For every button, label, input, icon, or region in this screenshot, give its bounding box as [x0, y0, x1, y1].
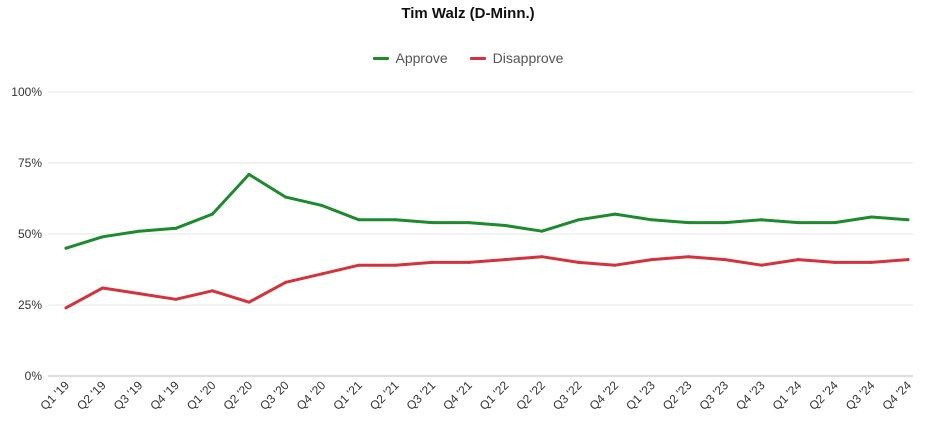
x-tick-label: Q1 '20 — [184, 378, 219, 413]
x-tick-label: Q4 '22 — [587, 378, 622, 413]
data-point-approve — [906, 218, 910, 222]
x-tick-label: Q2 '23 — [660, 378, 695, 413]
legend-label-disapprove: Disapprove — [492, 50, 564, 66]
data-point-disapprove — [906, 258, 910, 262]
x-tick-label: Q3 '20 — [257, 378, 292, 413]
x-tick-label: Q1 '24 — [770, 378, 805, 413]
data-point-disapprove — [833, 260, 837, 264]
data-point-disapprove — [430, 260, 434, 264]
data-point-disapprove — [284, 280, 288, 284]
x-tick-label: Q3 '24 — [843, 378, 878, 413]
legend-swatch-approve — [372, 56, 389, 60]
data-point-disapprove — [357, 263, 361, 267]
data-point-disapprove — [869, 260, 873, 264]
x-tick-label: Q3 '19 — [111, 378, 146, 413]
data-point-approve — [467, 221, 471, 225]
legend-swatch-disapprove — [469, 56, 486, 60]
data-point-approve — [247, 172, 251, 176]
data-point-disapprove — [101, 286, 105, 290]
x-tick-label: Q4 '20 — [294, 378, 329, 413]
data-point-disapprove — [174, 297, 178, 301]
y-tick-label: 75% — [18, 156, 42, 170]
data-point-disapprove — [503, 258, 507, 262]
data-point-approve — [174, 226, 178, 230]
data-point-approve — [723, 221, 727, 225]
data-point-approve — [796, 221, 800, 225]
data-point-approve — [284, 195, 288, 199]
data-point-disapprove — [247, 300, 251, 304]
x-tick-label: Q3 '22 — [550, 378, 585, 413]
data-point-disapprove — [796, 258, 800, 262]
data-point-approve — [320, 204, 324, 208]
x-tick-label: Q2 '20 — [221, 378, 256, 413]
x-tick-label: Q4 '24 — [879, 378, 914, 413]
x-tick-label: Q3 '23 — [696, 378, 731, 413]
series-line-approve — [64, 172, 910, 250]
x-tick-label: Q3 '21 — [404, 378, 439, 413]
data-point-disapprove — [320, 272, 324, 276]
data-point-approve — [760, 218, 764, 222]
data-point-approve — [393, 218, 397, 222]
data-point-approve — [833, 221, 837, 225]
data-point-disapprove — [723, 258, 727, 262]
y-tick-label: 25% — [18, 298, 42, 312]
data-point-disapprove — [613, 263, 617, 267]
data-point-disapprove — [650, 258, 654, 262]
data-point-disapprove — [137, 292, 141, 296]
x-tick-label: Q2 '19 — [74, 378, 109, 413]
data-point-approve — [357, 218, 361, 222]
data-point-approve — [650, 218, 654, 222]
legend-label-approve: Approve — [395, 50, 448, 66]
legend-item-approve[interactable]: Approve — [372, 50, 448, 66]
x-tick-label: Q1 '22 — [477, 378, 512, 413]
data-point-approve — [613, 212, 617, 216]
data-point-approve — [540, 229, 544, 233]
data-point-disapprove — [577, 260, 581, 264]
x-tick-label: Q4 '21 — [440, 378, 475, 413]
x-tick-label: Q2 '21 — [367, 378, 402, 413]
data-point-disapprove — [686, 255, 690, 259]
x-tick-label: Q1 '19 — [37, 378, 72, 413]
data-point-approve — [64, 246, 68, 250]
data-point-disapprove — [64, 306, 68, 310]
data-point-approve — [503, 223, 507, 227]
legend-item-disapprove[interactable]: Disapprove — [469, 50, 564, 66]
x-tick-label: Q4 '19 — [147, 378, 182, 413]
data-point-disapprove — [210, 289, 214, 293]
data-point-approve — [137, 229, 141, 233]
data-point-disapprove — [760, 263, 764, 267]
data-point-disapprove — [393, 263, 397, 267]
series-line-disapprove — [64, 255, 910, 310]
data-point-approve — [577, 218, 581, 222]
data-point-disapprove — [467, 260, 471, 264]
data-point-approve — [869, 215, 873, 219]
chart-title: Tim Walz (D-Minn.) — [401, 5, 535, 22]
x-tick-label: Q2 '24 — [806, 378, 841, 413]
x-tick-label: Q1 '23 — [623, 378, 658, 413]
y-tick-label: 50% — [18, 227, 42, 241]
data-point-disapprove — [540, 255, 544, 259]
x-tick-label: Q2 '22 — [513, 378, 548, 413]
chart-legend: Approve Disapprove — [0, 50, 936, 66]
data-point-approve — [686, 221, 690, 225]
data-point-approve — [430, 221, 434, 225]
x-tick-label: Q4 '23 — [733, 378, 768, 413]
x-tick-label: Q1 '21 — [330, 378, 365, 413]
y-tick-label: 100% — [11, 85, 42, 99]
data-point-approve — [101, 235, 105, 239]
data-point-approve — [210, 212, 214, 216]
y-tick-label: 0% — [25, 369, 43, 383]
